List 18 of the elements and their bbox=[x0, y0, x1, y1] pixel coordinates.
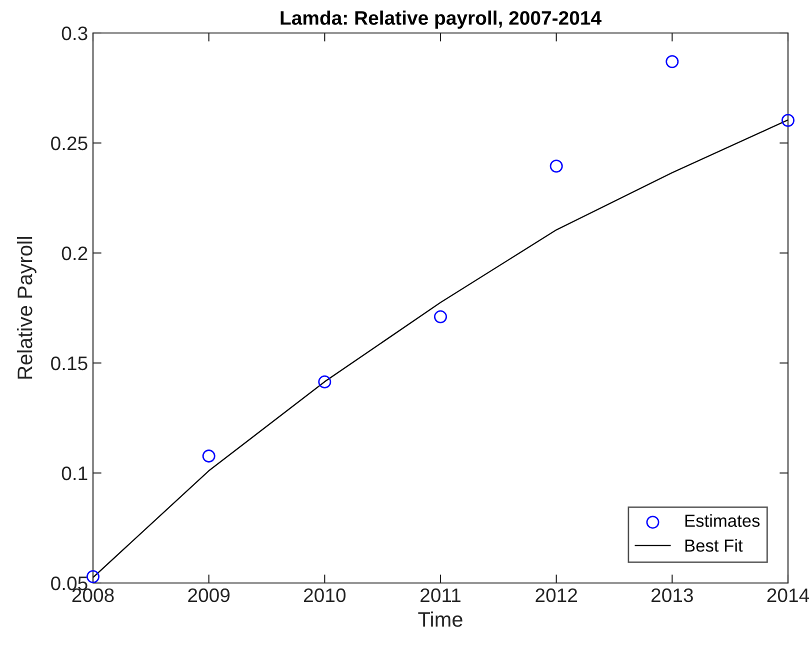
x-tick-label: 2014 bbox=[767, 588, 810, 602]
x-axis-title: Time bbox=[418, 612, 462, 627]
y-tick-label: 0.1 bbox=[62, 466, 88, 480]
x-tick-label: 2009 bbox=[188, 588, 230, 602]
y-tick-label: 0.2 bbox=[62, 246, 88, 260]
x-tick-label: 2010 bbox=[304, 588, 346, 602]
y-tick-label: 0.25 bbox=[51, 136, 88, 150]
y-tick-label: 0.15 bbox=[51, 356, 88, 370]
y-axis-title: Relative Payroll bbox=[16, 237, 36, 379]
y-tick-label: 0.05 bbox=[51, 576, 88, 590]
x-tick-label: 2008 bbox=[72, 588, 114, 602]
x-tick-label: 2013 bbox=[652, 588, 693, 602]
y-tick-label: 0.3 bbox=[62, 26, 88, 40]
legend-label: Estimates bbox=[685, 514, 760, 527]
chart-title: Lamda: Relative payroll, 2007-2014 bbox=[280, 10, 602, 29]
x-tick-label: 2012 bbox=[536, 588, 577, 602]
x-tick-label: 2011 bbox=[420, 588, 460, 602]
legend-label: Best Fit bbox=[685, 539, 743, 552]
